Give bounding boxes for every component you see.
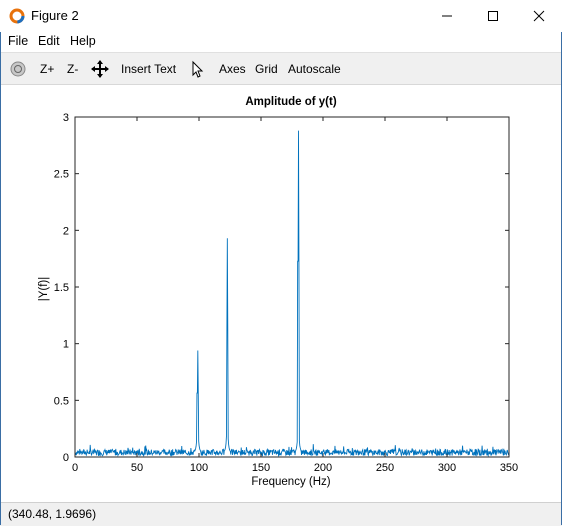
y-tick-label: 0.5 xyxy=(54,395,69,407)
grid-button[interactable]: Grid xyxy=(255,62,278,76)
y-tick-label: 3 xyxy=(63,112,69,124)
menu-file[interactable]: File xyxy=(8,34,29,48)
chart-title: Amplitude of y(t) xyxy=(245,96,337,108)
x-tick-label: 0 xyxy=(72,462,78,474)
pan-icon[interactable] xyxy=(91,60,109,78)
x-tick-label: 150 xyxy=(252,462,270,474)
amplitude-chart: Amplitude of y(t) Frequency (Hz) |Y(f)| … xyxy=(38,96,518,488)
x-axis-label: Frequency (Hz) xyxy=(251,476,330,488)
y-tick-label: 1 xyxy=(63,339,69,351)
y-tick-label: 2.5 xyxy=(54,169,69,181)
maximize-icon xyxy=(488,11,498,21)
close-icon xyxy=(533,10,545,22)
insert-text-button[interactable]: Insert Text xyxy=(121,62,177,76)
y-axis-label: |Y(f)| xyxy=(38,277,50,302)
menu-bar: File Edit Help xyxy=(0,32,562,53)
x-tick-label: 50 xyxy=(131,462,143,474)
zoom-in-button[interactable]: Z+ xyxy=(40,62,55,76)
axes-button[interactable]: Axes xyxy=(219,62,246,76)
minimize-icon xyxy=(442,15,452,17)
minimize-button[interactable] xyxy=(424,0,470,32)
x-tick-label: 100 xyxy=(190,462,208,474)
toolbar: Z+ Z- Insert Text Axes Grid Autoscale xyxy=(0,53,562,85)
y-tick-label: 1.5 xyxy=(54,282,69,294)
status-bar: (340.48, 1.9696) xyxy=(0,502,562,526)
autoscale-button[interactable]: Autoscale xyxy=(288,62,341,76)
rotate-icon[interactable] xyxy=(9,60,27,78)
axes-box xyxy=(74,116,510,458)
cursor-coordinates: (340.48, 1.9696) xyxy=(8,507,97,521)
menu-help[interactable]: Help xyxy=(70,34,96,48)
select-pointer-icon[interactable] xyxy=(189,60,207,78)
x-tick-label: 200 xyxy=(314,462,332,474)
x-tick-label: 300 xyxy=(438,462,456,474)
y-tick-label: 0 xyxy=(63,452,69,464)
figure-canvas[interactable]: Amplitude of y(t) Frequency (Hz) |Y(f)| … xyxy=(1,85,561,502)
menu-edit[interactable]: Edit xyxy=(38,34,60,48)
x-tick-label: 350 xyxy=(500,462,518,474)
x-tick-label: 250 xyxy=(376,462,394,474)
title-bar: Figure 2 xyxy=(0,0,562,32)
close-button[interactable] xyxy=(516,0,562,32)
series-line xyxy=(74,130,509,458)
zoom-out-button[interactable]: Z- xyxy=(67,62,79,76)
octave-app-icon xyxy=(9,8,25,24)
window-title: Figure 2 xyxy=(31,8,79,23)
maximize-button[interactable] xyxy=(470,0,516,32)
y-tick-label: 2 xyxy=(63,225,69,237)
